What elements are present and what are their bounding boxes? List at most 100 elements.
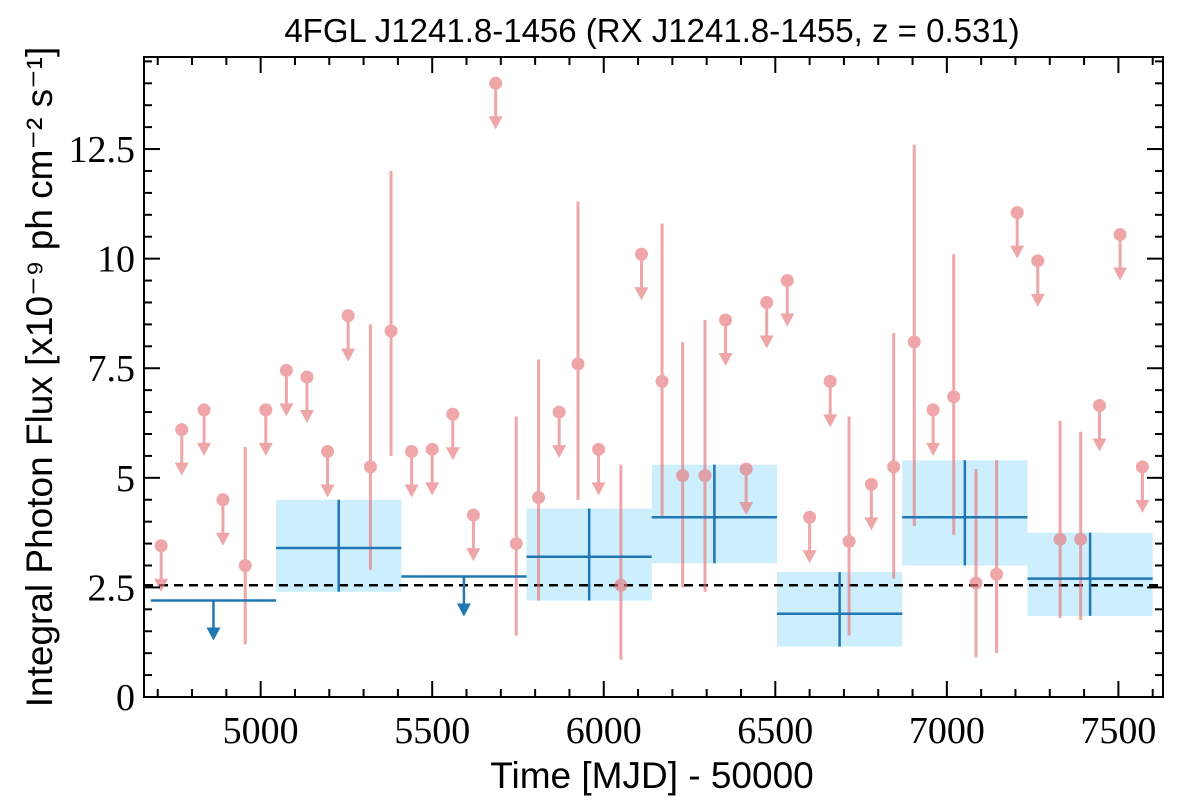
down-arrow-icon (445, 447, 460, 461)
short-bin-marker (154, 539, 168, 553)
short-bin-upper-limit-24 (926, 403, 941, 456)
short-bin-upper-limit-3 (215, 493, 230, 546)
short-bin-marker (341, 309, 355, 323)
axis-ticks (144, 57, 1163, 698)
short-bin-marker (1135, 460, 1149, 474)
down-arrow-icon (320, 484, 335, 498)
short-bin-detection-8 (676, 341, 690, 588)
short-bin-marker (1113, 228, 1127, 242)
short-bin-detection-12 (907, 144, 921, 527)
down-arrow-icon (1010, 245, 1025, 259)
y-tick-labels: 0 2.5 5 7.5 10 12.5 (69, 129, 136, 719)
down-arrow-icon (279, 403, 294, 417)
short-bin-marker (1010, 206, 1024, 220)
short-bin-upper-limit-6 (299, 370, 314, 423)
short-bin-upper-limit-15 (591, 442, 606, 496)
down-arrow-icon (759, 335, 774, 349)
down-arrow-icon (404, 484, 419, 498)
short-bin-detection-14 (969, 469, 983, 658)
short-bin-marker (760, 295, 774, 309)
x-tick-label: 6500 (737, 710, 813, 752)
plot-frame (143, 56, 1164, 698)
x-tick-label: 5000 (223, 710, 299, 752)
down-arrow-icon (780, 313, 795, 327)
short-bin-marker (1031, 254, 1045, 268)
short-bin-upper-limit-27 (1092, 398, 1107, 452)
x-tick-label: 5500 (394, 710, 470, 752)
short-bin-upper-limit-19 (759, 295, 774, 349)
down-arrow-icon (466, 548, 481, 562)
down-arrow-icon (154, 578, 169, 592)
short-bin-marker (842, 534, 856, 548)
down-arrow-icon (823, 414, 838, 428)
down-arrow-icon (206, 627, 221, 641)
short-bin-upper-limit-10 (425, 442, 440, 496)
short-bin-marker (175, 423, 189, 437)
short-bin-marker (466, 508, 480, 522)
short-bin-upper-limit-28 (1113, 228, 1128, 281)
short-bin-detection-4 (532, 359, 546, 601)
short-bin-marker (947, 390, 961, 404)
y-tick-label: 10 (97, 239, 135, 281)
short-bin-detection-10 (842, 416, 856, 636)
short-bin-marker (321, 445, 335, 459)
x-tick-label: 6000 (566, 710, 642, 752)
short-bin-detection-0 (238, 447, 252, 645)
short-bin-marker (363, 460, 377, 474)
down-arrow-icon (174, 462, 189, 476)
x-tick-labels: 5000 5500 6000 6500 7000 7500 (223, 710, 1157, 752)
short-bin-upper-limit-1 (174, 423, 189, 476)
down-arrow-icon (718, 353, 733, 367)
down-arrow-icon (488, 116, 503, 130)
long-bin-upper-limit-0 (150, 599, 277, 641)
short-bin-upper-limit-7 (320, 445, 335, 498)
down-arrow-icon (739, 502, 754, 516)
short-bin-upper-limit-2 (197, 403, 212, 456)
short-bin-upper-limit-25 (1010, 206, 1025, 259)
short-bin-marker (926, 403, 940, 417)
short-bin-marker (614, 578, 628, 592)
x-axis-label: Time [MJD] - 50000 (490, 755, 814, 796)
short-bin-detection-17 (1074, 431, 1088, 621)
down-arrow-icon (552, 445, 567, 459)
y-tick-label: 0 (116, 677, 135, 719)
down-arrow-icon (456, 603, 471, 617)
y-axis-label: Integral Photon Flux [x10⁻⁹ ph cm⁻² s⁻¹] (19, 47, 60, 708)
short-bin-marker (1074, 532, 1088, 546)
short-bin-marker (739, 462, 753, 476)
short-bin-marker (655, 374, 669, 388)
short-bin-marker (990, 567, 1004, 581)
down-arrow-icon (864, 517, 879, 531)
down-arrow-icon (634, 287, 649, 301)
long-bin-detection-2 (651, 464, 778, 564)
down-arrow-icon (299, 410, 314, 423)
short-bin-marker (1053, 532, 1067, 546)
short-bin-upper-limit-22 (823, 374, 838, 428)
short-bin-detection-11 (887, 333, 901, 579)
short-bin-marker (300, 370, 314, 384)
short-bin-upper-limit-9 (404, 445, 419, 498)
down-arrow-icon (258, 442, 273, 456)
down-arrow-icon (1092, 438, 1107, 452)
short-bin-upper-limit-5 (279, 363, 294, 417)
short-bin-marker (279, 363, 293, 377)
short-bin-detection-1 (363, 324, 377, 570)
short-bin-marker (780, 274, 794, 288)
short-bin-upper-limit-12 (466, 508, 481, 562)
short-bin-marker (634, 247, 648, 261)
down-arrow-icon (591, 482, 606, 496)
short-bin-marker (259, 403, 273, 417)
short-bin-detection-3 (509, 416, 523, 636)
y-tick-label: 5 (116, 458, 135, 500)
down-arrow-icon (1113, 267, 1128, 281)
short-bin-marker (446, 407, 460, 421)
short-bin-marker (592, 442, 606, 456)
down-arrow-icon (341, 348, 356, 362)
short-bin-marker (405, 445, 419, 459)
down-arrow-icon (197, 442, 212, 456)
short-bin-marker (384, 324, 398, 338)
short-bin-upper-limit-18 (739, 462, 754, 516)
short-bin-points (154, 76, 1150, 660)
short-bin-upper-limit-17 (718, 313, 733, 367)
